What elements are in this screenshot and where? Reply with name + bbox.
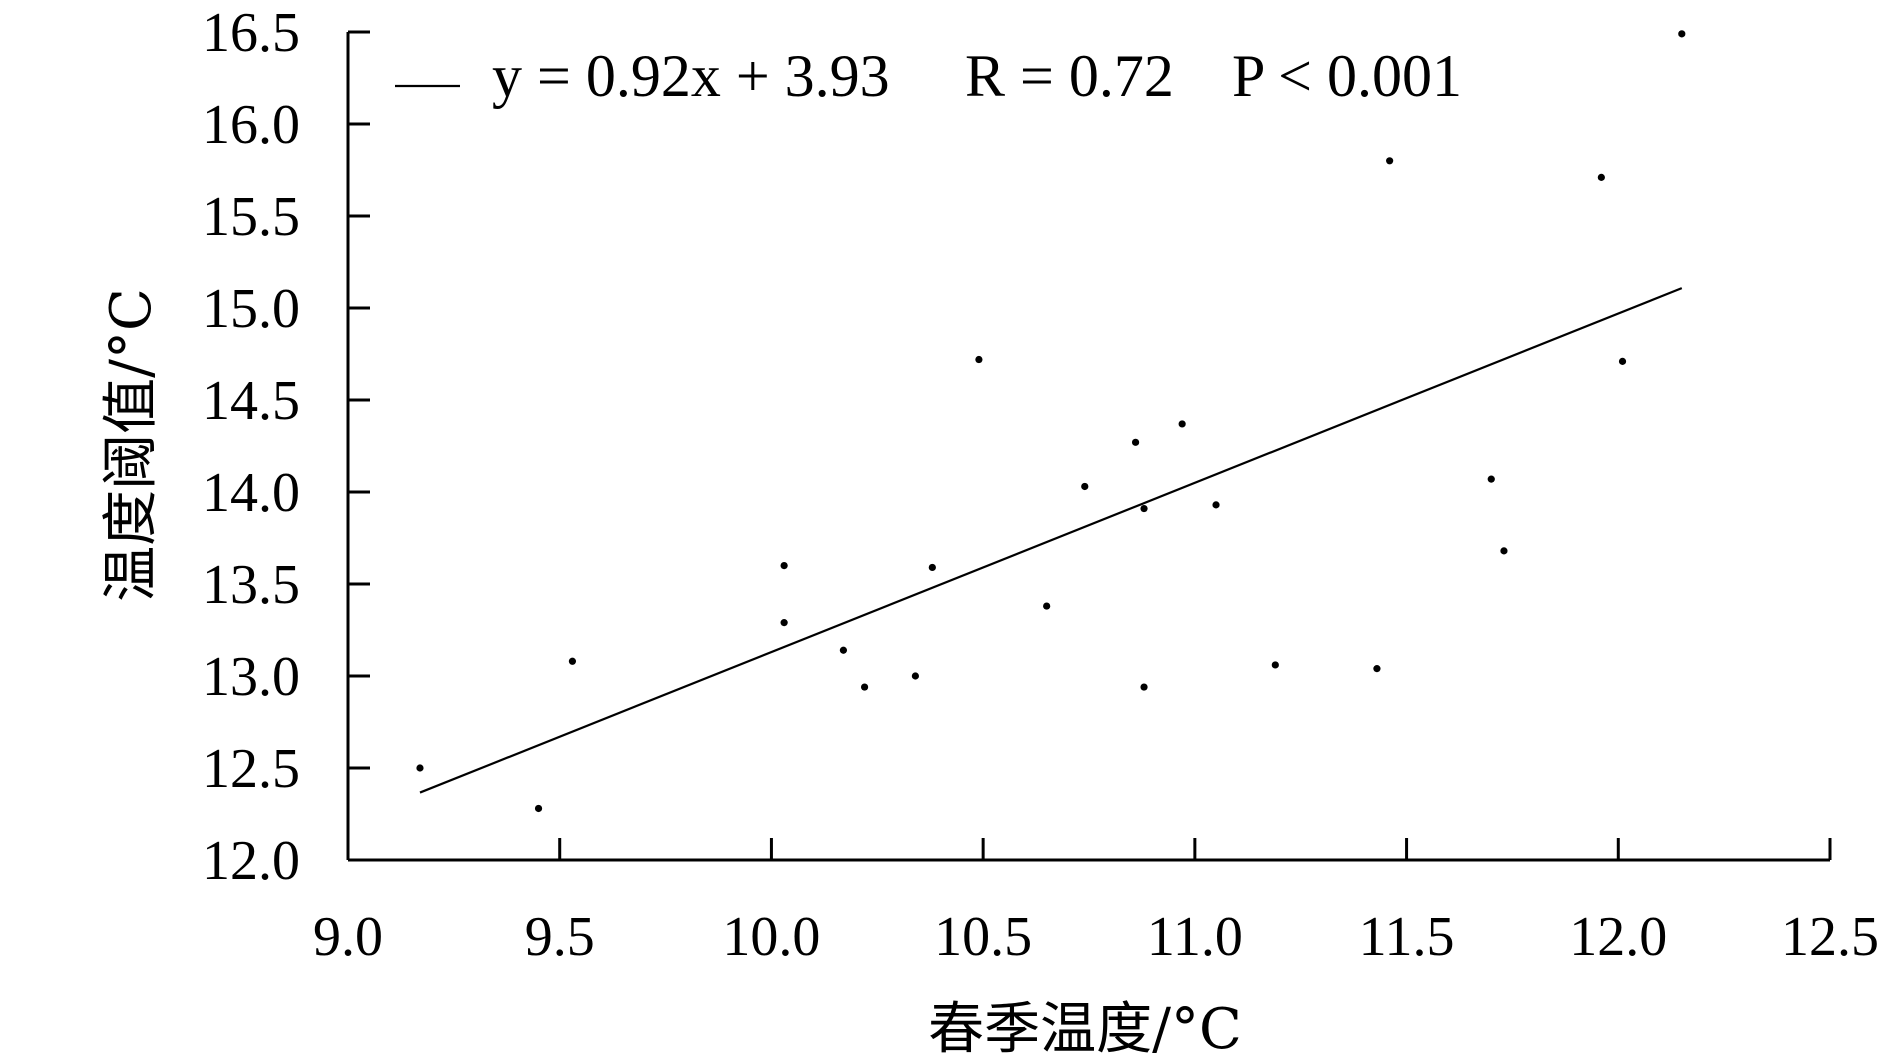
data-point xyxy=(1597,173,1605,181)
y-tick-label: 13.0 xyxy=(202,646,300,708)
x-tick-label: 9.5 xyxy=(525,906,595,968)
regression-line xyxy=(419,287,1683,794)
y-tick-label: 16.5 xyxy=(202,2,300,64)
x-axis-title: 春季温度/°C xyxy=(928,997,1242,1062)
x-axis-ticks: 9.0 9.5 10.0 10.5 11.0 11.5 12.0 12.5 xyxy=(313,838,1879,968)
data-point xyxy=(1178,420,1186,428)
data-point xyxy=(1373,665,1381,673)
data-point xyxy=(780,619,788,627)
legend: y = 0.92x + 3.93 R = 0.72 P < 0.001 xyxy=(395,43,1462,109)
data-point xyxy=(1500,547,1508,555)
x-tick-label: 12.5 xyxy=(1781,906,1879,968)
data-point xyxy=(1140,504,1148,513)
x-tick-label: 9.0 xyxy=(313,906,383,968)
legend-p-value: P < 0.001 xyxy=(1232,43,1462,109)
data-point xyxy=(780,562,788,570)
data-point xyxy=(1140,683,1148,691)
y-tick-label: 15.0 xyxy=(202,278,300,340)
y-axis-title: 温度阈值/°C xyxy=(99,288,164,602)
data-point xyxy=(1212,501,1220,509)
legend-r-value: R = 0.72 xyxy=(965,43,1174,109)
data-point xyxy=(911,672,919,680)
data-point xyxy=(1271,661,1279,669)
y-tick-label: 12.0 xyxy=(202,830,300,892)
data-point xyxy=(839,646,848,654)
data-point xyxy=(534,804,543,813)
data-point xyxy=(1618,357,1627,365)
y-tick-label: 14.0 xyxy=(202,462,300,524)
data-point xyxy=(416,764,424,772)
y-tick-label: 15.5 xyxy=(202,186,300,248)
data-point xyxy=(1081,482,1089,491)
data-point xyxy=(1131,438,1140,446)
data-point xyxy=(860,683,869,691)
data-point xyxy=(1043,602,1051,610)
x-tick-label: 12.0 xyxy=(1569,906,1667,968)
data-point xyxy=(568,657,577,665)
legend-equation: y = 0.92x + 3.93 xyxy=(492,43,890,109)
y-tick-label: 13.5 xyxy=(202,554,300,616)
y-tick-label: 12.5 xyxy=(202,738,300,800)
y-axis-ticks: 12.0 12.5 13.0 13.5 14.0 14.5 15.0 15.5 16.0 16.5 xyxy=(202,2,370,892)
x-tick-label: 11.5 xyxy=(1359,906,1455,968)
data-points xyxy=(416,30,1686,813)
data-point xyxy=(928,563,936,572)
x-tick-label: 10.5 xyxy=(934,906,1032,968)
data-point xyxy=(1386,157,1394,165)
y-tick-label: 14.5 xyxy=(202,370,300,432)
x-tick-label: 11.0 xyxy=(1147,906,1243,968)
data-point xyxy=(1487,475,1495,483)
x-tick-label: 10.0 xyxy=(722,906,820,968)
data-point xyxy=(975,355,983,364)
data-point xyxy=(1678,30,1686,38)
y-tick-label: 16.0 xyxy=(202,94,300,156)
